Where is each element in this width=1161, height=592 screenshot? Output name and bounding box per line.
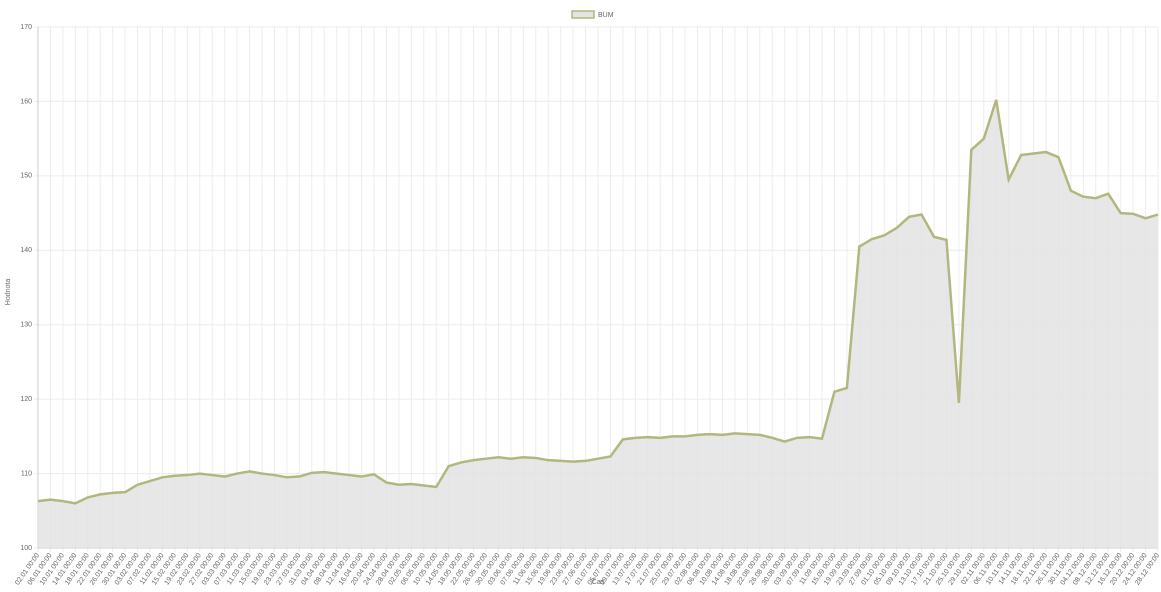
y-tick-label: 150 (20, 173, 32, 180)
x-axis-label: Čas (592, 577, 605, 586)
y-tick-label: 100 (20, 545, 32, 552)
y-tick-label: 160 (20, 98, 32, 105)
y-tick-label: 130 (20, 322, 32, 329)
line (37, 99, 1159, 505)
y-axis-label: Hodnota (5, 279, 12, 306)
y-tick-label: 110 (21, 470, 32, 477)
y-tick-label: 140 (20, 247, 32, 254)
y-tick-label: 120 (20, 396, 32, 403)
area (38, 99, 1158, 548)
legend-label: BUM (598, 12, 614, 19)
legend-swatch (571, 10, 595, 19)
y-tick-label: 170 (20, 24, 32, 31)
